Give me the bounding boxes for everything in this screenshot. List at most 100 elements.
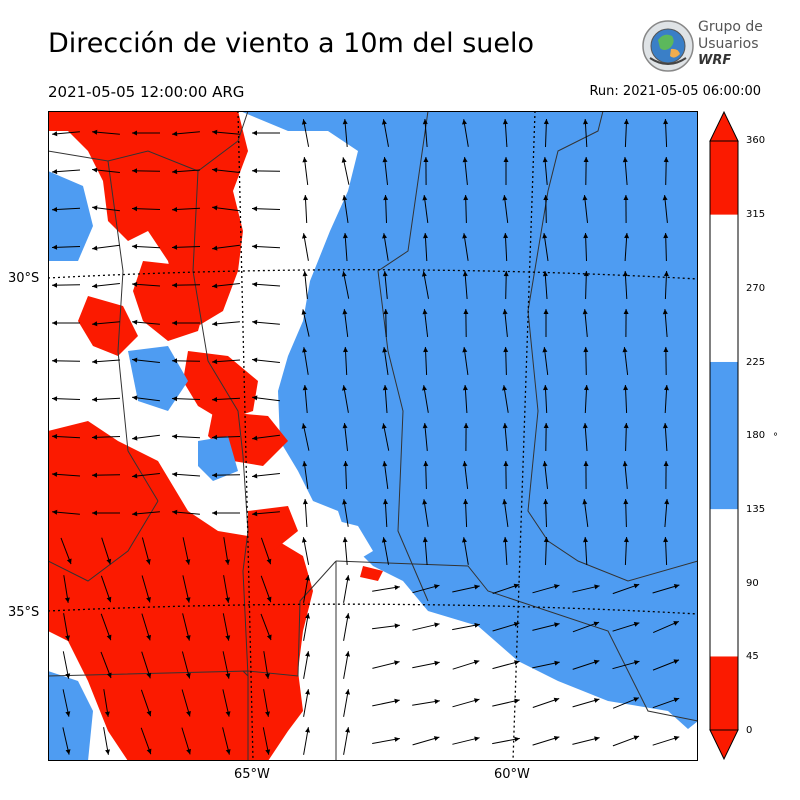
wind-arrow-head bbox=[52, 320, 57, 326]
wind-arrow-head bbox=[92, 129, 98, 135]
wind-arrow-head bbox=[252, 319, 258, 325]
colorbar-top-extend bbox=[709, 110, 739, 142]
wind-arrow-head bbox=[462, 461, 468, 467]
wind-arrow-head bbox=[543, 537, 549, 543]
wind-arrow-head bbox=[186, 748, 191, 755]
wind-arrow-head bbox=[302, 271, 308, 277]
wind-arrow-head bbox=[305, 727, 310, 733]
wind-arrow-head bbox=[503, 461, 509, 466]
wind-arrow-head bbox=[104, 711, 110, 717]
colorbar-frame bbox=[709, 140, 739, 731]
wind-arrow-head bbox=[341, 157, 347, 163]
wind-arrow-head bbox=[212, 359, 218, 365]
wind-arrow-head bbox=[172, 320, 177, 326]
globe-icon bbox=[642, 20, 694, 72]
wind-arrow-head bbox=[582, 499, 588, 505]
colorbar-segment bbox=[710, 141, 738, 215]
wind-arrow-head bbox=[503, 233, 509, 239]
wind-arrow-head bbox=[514, 660, 520, 666]
wind-arrow-head bbox=[302, 385, 308, 391]
wind-arrow-head bbox=[66, 558, 72, 565]
wind-arrow-head bbox=[92, 205, 98, 211]
wind-arrow-head bbox=[302, 233, 307, 239]
wind-arrow-head bbox=[252, 168, 257, 174]
wind-arrow-head bbox=[65, 635, 70, 641]
wind-arrow-head bbox=[473, 659, 480, 665]
colorbar-tick-315: 315 bbox=[746, 209, 766, 220]
blue-patch-west-4 bbox=[198, 436, 238, 481]
wind-arrow-head bbox=[593, 621, 600, 627]
red-blob-5 bbox=[248, 506, 298, 551]
wind-arrow-head bbox=[132, 206, 138, 212]
wind-arrow-head bbox=[622, 347, 628, 353]
wind-arrow-head bbox=[92, 472, 97, 478]
wind-arrow-head bbox=[394, 737, 400, 742]
longitude-label-60w: 60°W bbox=[494, 767, 530, 782]
wind-arrow-head bbox=[423, 461, 429, 467]
wind-arrow-head bbox=[105, 749, 110, 755]
wind-arrow-head bbox=[225, 749, 231, 755]
blue-patch-west-1 bbox=[48, 171, 93, 261]
wind-arrow-head bbox=[146, 710, 152, 717]
wind-arrow-head bbox=[673, 621, 679, 626]
wind-arrow-head bbox=[225, 711, 231, 717]
wind-arrow-head bbox=[342, 537, 348, 543]
wind-arrow-head bbox=[462, 271, 468, 277]
wind-arrow-head bbox=[583, 271, 589, 277]
wind-arrow-head bbox=[65, 711, 71, 717]
wind-arrow-head bbox=[132, 473, 138, 479]
colorbar-segment bbox=[710, 656, 738, 730]
wind-arrow-head bbox=[252, 395, 258, 401]
wind-arrow-head bbox=[623, 385, 629, 391]
wind-arrow-head bbox=[302, 499, 308, 505]
wind-arrow-head bbox=[106, 672, 112, 679]
wind-arrow-head bbox=[382, 461, 388, 467]
wind-arrow-head bbox=[502, 195, 508, 201]
wind-arrow-head bbox=[553, 697, 560, 703]
colorbar-bottom-extend bbox=[709, 729, 739, 761]
wind-arrow-head bbox=[594, 584, 600, 590]
wind-arrow-head bbox=[462, 157, 468, 163]
wind-arrow-head bbox=[543, 385, 548, 391]
graticule bbox=[48, 111, 698, 761]
wind-arrow-head bbox=[212, 472, 217, 478]
wind-arrow-head bbox=[434, 660, 440, 666]
wind-arrow-head bbox=[212, 245, 218, 251]
red-blob-1 bbox=[133, 261, 208, 341]
wind-arrow-head bbox=[305, 613, 310, 619]
wind-arrow-head bbox=[64, 597, 70, 603]
wind-arrow-head bbox=[345, 727, 350, 733]
wind-arrow-head bbox=[52, 169, 58, 175]
wind-arrow-head bbox=[132, 244, 138, 249]
wind-arrow-head bbox=[52, 509, 58, 515]
wind-arrow-head bbox=[266, 634, 272, 641]
wind-arrow-head bbox=[622, 157, 628, 163]
wind-arrow-head bbox=[92, 245, 98, 251]
wind-arrow-head bbox=[434, 699, 440, 704]
wind-arrow-head bbox=[463, 195, 469, 201]
wind-arrow-head bbox=[301, 119, 307, 125]
colorbar-tick-135: 135 bbox=[746, 504, 766, 515]
wind-arrow-head bbox=[582, 195, 588, 201]
wind-arrow-head bbox=[381, 119, 387, 125]
wind-arrow-head bbox=[383, 499, 388, 505]
blue-patch-west-3 bbox=[48, 671, 93, 761]
wind-arrow-head bbox=[132, 357, 138, 363]
wind-arrow-head bbox=[132, 319, 138, 325]
wind-arrow-head bbox=[301, 537, 307, 543]
wind-arrow-head bbox=[302, 157, 308, 163]
wind-arrow-head bbox=[92, 434, 98, 440]
wind-arrow-head bbox=[302, 461, 308, 467]
wind-arrow-head bbox=[382, 385, 388, 391]
wind-arrow-head bbox=[302, 347, 308, 353]
wind-arrow-head bbox=[583, 347, 589, 353]
wind-arrow-head bbox=[633, 583, 640, 589]
wind-arrows bbox=[51, 118, 680, 755]
wind-arrow-head bbox=[663, 461, 669, 466]
wind-arrow-head bbox=[186, 711, 191, 717]
colorbar-segment bbox=[710, 288, 738, 362]
wind-arrow-head bbox=[132, 281, 138, 287]
wind-arrow-head bbox=[252, 357, 258, 363]
wind-arrow-head bbox=[422, 537, 428, 543]
wind-arrow-head bbox=[594, 736, 600, 742]
